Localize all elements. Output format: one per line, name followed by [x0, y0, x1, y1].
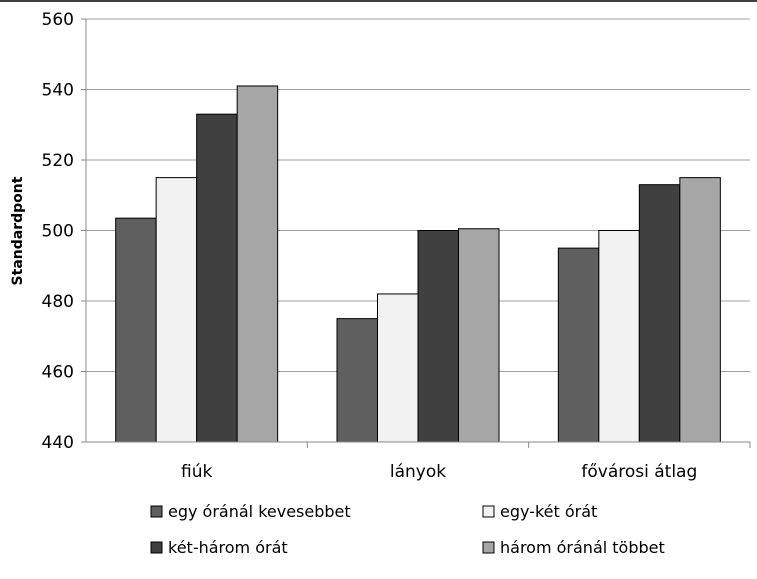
- bars: [115, 85, 721, 443]
- y-tick-label: 480: [42, 292, 74, 312]
- legend: egy óránál kevesebbet egy-két órát két-hár…: [150, 502, 665, 557]
- legend-swatch: [482, 505, 495, 518]
- y-tick-label: 520: [42, 151, 74, 171]
- y-tick-label: 440: [42, 433, 74, 453]
- category-label: lányok: [390, 462, 446, 482]
- legend-label: egy-két órát: [500, 502, 597, 521]
- y-tick-label: 460: [42, 363, 74, 383]
- bar-2-4: [458, 228, 500, 443]
- legend-label: egy óránál kevesebbet: [168, 502, 351, 521]
- bar-3-2: [598, 230, 640, 443]
- y-tick-label: 500: [42, 222, 74, 242]
- y-tick-label: 540: [42, 81, 74, 101]
- legend-swatch: [482, 541, 495, 554]
- category-label: fiúk: [181, 462, 212, 482]
- category-labels: fiúk lányok fővárosi átlag: [181, 462, 697, 482]
- bar-3-3: [638, 184, 681, 443]
- category-label: fővárosi átlag: [581, 462, 697, 482]
- axes: [85, 19, 750, 443]
- y-tick-labels: 440 460 480 500 520 540 560: [42, 10, 74, 453]
- legend-swatch: [150, 505, 163, 518]
- legend-swatch: [150, 541, 163, 554]
- bar-2-2: [377, 293, 419, 443]
- bar-3-4: [679, 177, 721, 443]
- bar-1-3: [196, 113, 238, 443]
- legend-label: három óránál többet: [500, 538, 665, 557]
- bar-1-2: [155, 177, 198, 443]
- bar-3-1: [557, 247, 600, 443]
- y-axis-label: Standardpont: [10, 176, 26, 285]
- legend-label: két-három órát: [168, 538, 288, 557]
- bar-2-1: [336, 318, 378, 443]
- bar-1-4: [236, 85, 279, 443]
- bar-2-3: [417, 230, 459, 443]
- bar-1-1: [115, 217, 157, 443]
- y-tick-label: 560: [42, 10, 74, 30]
